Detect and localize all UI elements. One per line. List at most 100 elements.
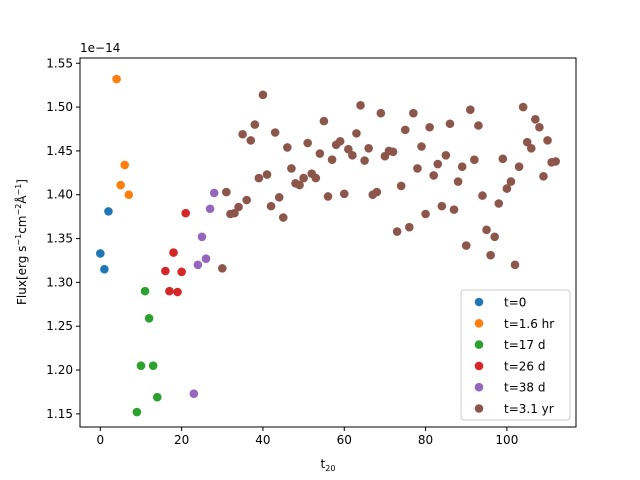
y-tick-label: 1.20 [46, 363, 73, 377]
x-tick-label: 20 [174, 433, 189, 447]
data-point [234, 202, 243, 212]
data-point [197, 232, 207, 242]
data-point [388, 147, 398, 157]
data-point [502, 184, 512, 193]
data-point [274, 193, 284, 202]
data-point [104, 207, 113, 216]
y-tick-label: 1.15 [46, 407, 73, 421]
data-point [327, 155, 337, 164]
data-point [466, 105, 475, 115]
data-point [352, 129, 361, 138]
data-point [535, 122, 544, 132]
data-point [425, 122, 434, 132]
legend: t=0 t=1.6 hr t=17 d t=26 d t=38 d t=3.1 yr [460, 289, 571, 421]
axes-frame [79, 57, 577, 428]
data-point [356, 101, 365, 110]
data-point [490, 232, 499, 242]
legend-label: t=3.1 yr [504, 402, 554, 416]
data-point [445, 119, 455, 129]
data-point [315, 149, 325, 158]
data-point [400, 125, 410, 135]
data-point [437, 201, 447, 211]
data-point [311, 173, 321, 183]
data-point [482, 225, 491, 235]
data-point [100, 264, 109, 274]
legend-marker [474, 340, 484, 349]
data-point [112, 74, 121, 84]
data-point [250, 120, 260, 129]
data-point [514, 162, 524, 171]
legend-box [460, 289, 571, 421]
legend-label: t=0 [504, 296, 526, 310]
data-point [417, 142, 426, 151]
legend-marker [474, 361, 484, 371]
data-point [189, 389, 199, 398]
data-point [132, 407, 142, 417]
data-point [539, 172, 548, 181]
legend-label: t=26 d [504, 359, 545, 373]
legend-label: t=38 d [504, 381, 545, 395]
data-point [319, 116, 329, 126]
y-tick-label: 1.55 [46, 56, 73, 70]
y-offset-text: 1e−14 [80, 41, 120, 55]
data-point [470, 155, 479, 164]
y-axis-ticks: 1.15 1.20 1.25 1.30 1.35 1.40 1.45 1.50 1.55 [46, 56, 80, 421]
data-point [136, 361, 146, 370]
x-tick-label: 0 [97, 433, 105, 447]
data-point [433, 159, 443, 169]
data-point [526, 143, 536, 153]
y-axis-label: Flux[erg s−1cm−2Å−1] [14, 179, 29, 305]
data-point [287, 164, 296, 173]
data-point [474, 121, 483, 130]
data-point [262, 170, 272, 179]
data-point [522, 137, 532, 147]
data-point [222, 187, 231, 197]
data-point [283, 143, 292, 152]
data-point [177, 267, 186, 277]
legend-marker [474, 382, 484, 392]
data-point [238, 129, 247, 139]
legend-marker [474, 404, 484, 413]
data-point [246, 136, 256, 145]
data-point [364, 143, 373, 153]
data-point [169, 248, 178, 257]
data-point [258, 90, 268, 100]
data-point [531, 115, 540, 124]
data-point [161, 266, 170, 276]
data-point [278, 213, 288, 222]
data-point [494, 199, 504, 208]
data-point [348, 150, 357, 160]
data-point [453, 177, 463, 186]
data-point [144, 314, 154, 323]
data-point [270, 128, 280, 137]
data-point [405, 222, 414, 232]
data-point [376, 108, 386, 118]
data-point [165, 286, 174, 296]
data-point [152, 392, 162, 402]
data-point [449, 205, 459, 214]
data-point [478, 191, 487, 200]
data-point [266, 201, 276, 211]
data-point [193, 260, 203, 270]
legend-marker [474, 319, 484, 328]
y-tick-label: 1.40 [46, 188, 73, 202]
data-point [303, 138, 312, 148]
x-tick-label: 60 [337, 433, 352, 447]
data-point [344, 144, 353, 154]
data-point [140, 286, 150, 296]
legend-marker [474, 297, 484, 307]
data-point [124, 190, 134, 200]
y-tick-label: 1.45 [46, 144, 73, 158]
data-point [120, 160, 130, 170]
data-point [461, 241, 471, 250]
data-point [148, 361, 158, 370]
data-point [396, 181, 406, 191]
legend-label: t=17 d [504, 338, 545, 352]
data-point [335, 136, 345, 146]
data-point [242, 195, 251, 205]
data-point [486, 250, 495, 260]
data-point [457, 162, 467, 171]
data-point [96, 249, 105, 258]
y-tick-label: 1.25 [46, 319, 73, 333]
